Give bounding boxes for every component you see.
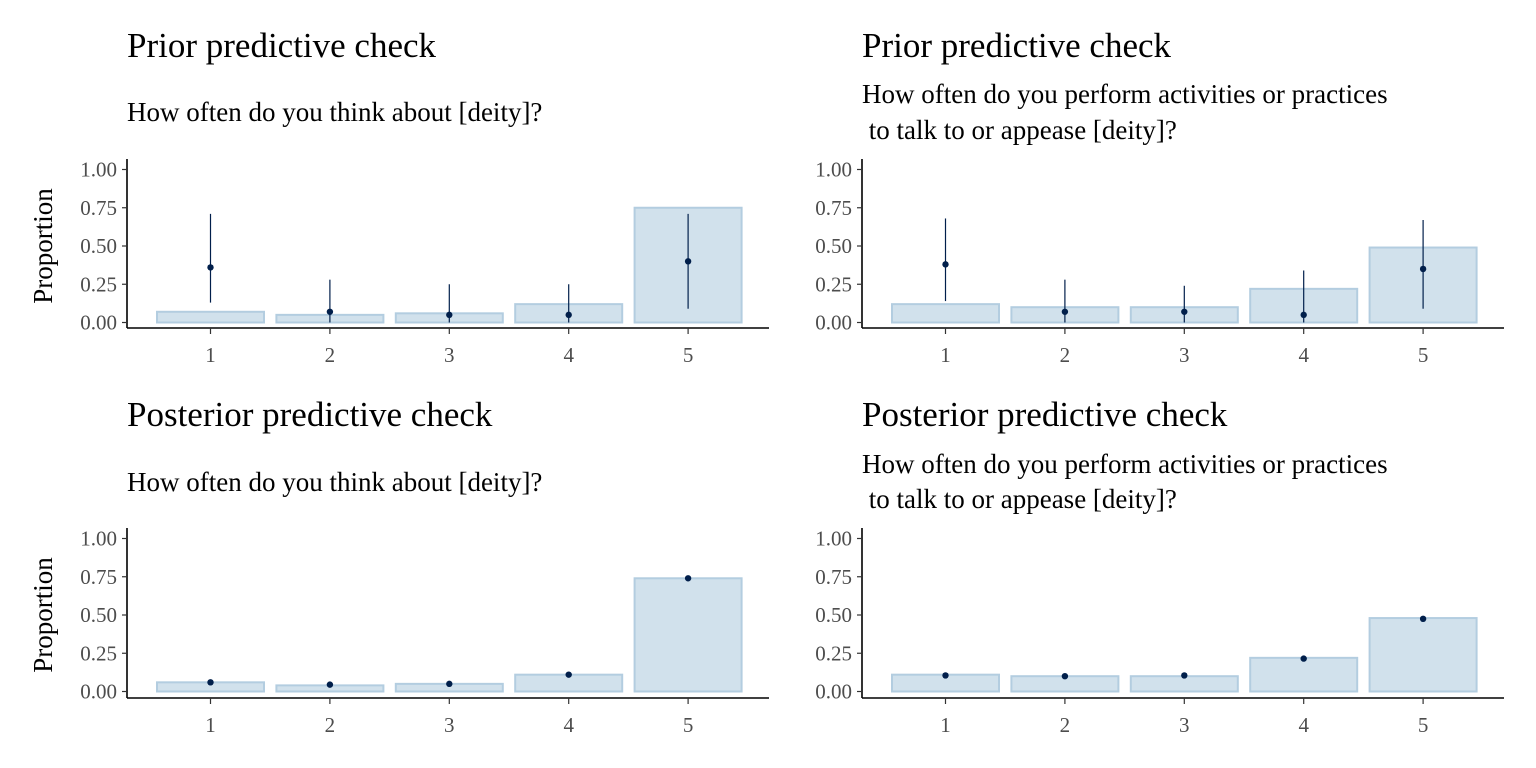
y-tick-label: 1.00 [80, 527, 117, 551]
predicted-point [1419, 265, 1427, 273]
panel-2: Prior predictive check How often do you p… [815, 26, 1504, 367]
predicted-point [1061, 308, 1069, 315]
predicted-point [1300, 311, 1307, 319]
x-tick-label: 3 [444, 343, 455, 367]
panel-subtitle-line: to talk to or appease [deity]? [862, 484, 1177, 514]
x-tick-label: 1 [205, 713, 216, 737]
panel-1: Prior predictive check How often do you t… [28, 26, 769, 367]
y-tick-label: 0.50 [815, 234, 852, 258]
predicted-point [684, 258, 692, 265]
x-tick-label: 3 [1179, 343, 1190, 367]
x-tick-label: 4 [1298, 713, 1309, 737]
y-axis-title: Proportion [28, 557, 58, 673]
predicted-point [1181, 308, 1188, 315]
y-tick-label: 1.00 [815, 158, 852, 182]
bar-observed [156, 310, 265, 324]
x-tick-label: 5 [1418, 713, 1429, 737]
y-tick-label: 0.50 [80, 603, 117, 627]
y-tick-label: 0.50 [80, 234, 117, 258]
x-tick-label: 2 [1060, 713, 1071, 737]
y-tick-label: 0.75 [815, 196, 852, 220]
y-tick-label: 0.50 [815, 603, 852, 627]
x-tick-label: 2 [325, 343, 336, 367]
predicted-point [942, 261, 949, 268]
y-tick-label: 0.00 [80, 680, 117, 704]
predicted-point [565, 671, 572, 678]
x-tick-label: 5 [683, 343, 694, 367]
panel-subtitle-line: How often do you perform activities or p… [862, 79, 1388, 109]
y-tick-label: 0.00 [815, 311, 852, 335]
x-tick-label: 1 [205, 343, 216, 367]
predicted-point [684, 575, 692, 582]
predicted-point [207, 679, 214, 686]
y-tick-label: 0.25 [815, 641, 852, 665]
panel-title: Posterior predictive check [862, 395, 1228, 434]
panel-title: Prior predictive check [862, 26, 1172, 65]
y-tick-label: 0.25 [80, 641, 117, 665]
panel-subtitle-line: How often do you think about [deity]? [127, 467, 542, 497]
x-tick-label: 4 [1298, 343, 1309, 367]
y-tick-label: 1.00 [80, 158, 117, 182]
predicted-point [1419, 615, 1427, 623]
predicted-point [942, 672, 949, 679]
predicted-point [326, 308, 334, 315]
y-axis-title: Proportion [28, 188, 58, 304]
panel-3: Posterior predictive check How often do y… [28, 395, 769, 737]
predicted-point [446, 680, 453, 688]
predicted-point [1061, 673, 1069, 680]
x-tick-label: 3 [1179, 713, 1190, 737]
bar-observed [633, 577, 743, 693]
predicted-point [1181, 672, 1188, 679]
x-tick-label: 5 [683, 713, 694, 737]
y-tick-label: 0.00 [815, 680, 852, 704]
x-tick-label: 2 [1060, 343, 1071, 367]
x-tick-label: 4 [563, 713, 574, 737]
x-tick-label: 3 [444, 713, 455, 737]
x-tick-label: 1 [940, 343, 951, 367]
panel-title: Prior predictive check [127, 26, 437, 65]
y-tick-label: 0.25 [80, 272, 117, 296]
panel-subtitle-line: to talk to or appease [deity]? [862, 115, 1177, 145]
x-tick-label: 5 [1418, 343, 1429, 367]
predicted-point [565, 311, 572, 319]
y-tick-label: 0.00 [80, 311, 117, 335]
x-tick-label: 2 [325, 713, 336, 737]
panel-subtitle-line: How often do you think about [deity]? [127, 97, 542, 127]
y-tick-label: 0.75 [80, 196, 117, 220]
bar-observed [1249, 656, 1359, 693]
bar-observed [891, 303, 1000, 324]
predicted-point [1300, 655, 1307, 662]
panel-4: Posterior predictive check How often do y… [815, 395, 1504, 737]
predicted-point [446, 311, 453, 319]
predicted-point [326, 681, 334, 688]
panel-subtitle-line: How often do you perform activities or p… [862, 449, 1388, 479]
x-tick-label: 4 [563, 343, 574, 367]
y-tick-label: 1.00 [815, 527, 852, 551]
panel-title: Posterior predictive check [127, 395, 493, 434]
bar-observed [1368, 617, 1478, 693]
x-tick-label: 1 [940, 713, 951, 737]
y-tick-label: 0.75 [80, 565, 117, 589]
y-tick-label: 0.75 [815, 565, 852, 589]
y-tick-label: 0.25 [815, 272, 852, 296]
predicted-point [207, 264, 214, 271]
